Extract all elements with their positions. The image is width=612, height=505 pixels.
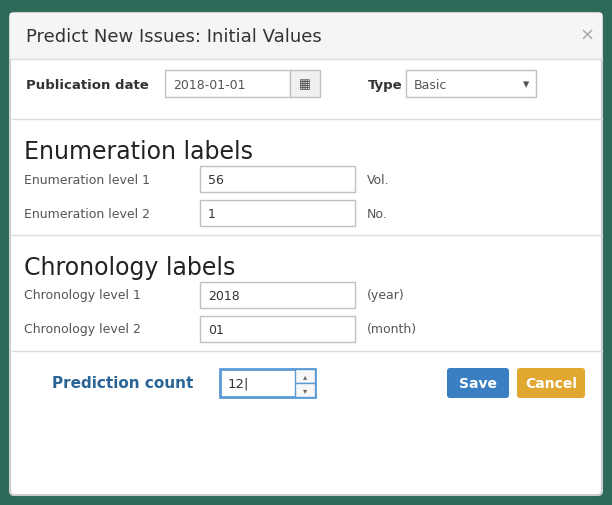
- Text: Prediction count: Prediction count: [52, 376, 193, 391]
- Text: ▾: ▾: [303, 386, 307, 395]
- Bar: [200, 200, 355, 227]
- Text: Chronology level 1: Chronology level 1: [24, 289, 141, 302]
- Text: ▦: ▦: [299, 78, 311, 91]
- Text: 2018: 2018: [208, 289, 240, 302]
- Text: Basic: Basic: [414, 78, 447, 91]
- Text: Vol.: Vol.: [367, 173, 390, 186]
- Bar: [200, 167, 355, 192]
- Bar: [406, 71, 536, 98]
- Text: Cancel: Cancel: [525, 376, 577, 390]
- Text: Enumeration labels: Enumeration labels: [24, 140, 253, 164]
- Text: (year): (year): [367, 289, 405, 302]
- FancyBboxPatch shape: [10, 14, 602, 495]
- Text: Publication date: Publication date: [26, 78, 149, 91]
- Text: ▾: ▾: [523, 78, 529, 91]
- Text: 01: 01: [208, 323, 224, 336]
- Text: 1: 1: [208, 207, 216, 220]
- Text: ▴: ▴: [303, 372, 307, 381]
- Bar: [295, 383, 315, 397]
- Text: ×: ×: [580, 27, 595, 45]
- Bar: [10, 14, 602, 60]
- Text: 12|: 12|: [228, 377, 249, 390]
- Bar: [165, 71, 290, 98]
- Bar: [290, 71, 320, 98]
- Text: No.: No.: [367, 207, 388, 220]
- Text: Predict New Issues: Initial Values: Predict New Issues: Initial Values: [26, 28, 322, 46]
- Bar: [295, 369, 315, 383]
- Text: Chronology level 2: Chronology level 2: [24, 323, 141, 336]
- Text: Save: Save: [459, 376, 497, 390]
- Text: Chronology labels: Chronology labels: [24, 256, 236, 279]
- FancyBboxPatch shape: [447, 368, 509, 398]
- Text: Enumeration level 2: Enumeration level 2: [24, 207, 150, 220]
- Text: Type: Type: [368, 78, 403, 91]
- FancyBboxPatch shape: [517, 368, 585, 398]
- Text: 56: 56: [208, 173, 224, 186]
- Bar: [220, 369, 315, 397]
- Text: Enumeration level 1: Enumeration level 1: [24, 173, 150, 186]
- Bar: [200, 316, 355, 342]
- Text: 2018-01-01: 2018-01-01: [173, 78, 245, 91]
- Text: (month): (month): [367, 323, 417, 336]
- Bar: [200, 282, 355, 309]
